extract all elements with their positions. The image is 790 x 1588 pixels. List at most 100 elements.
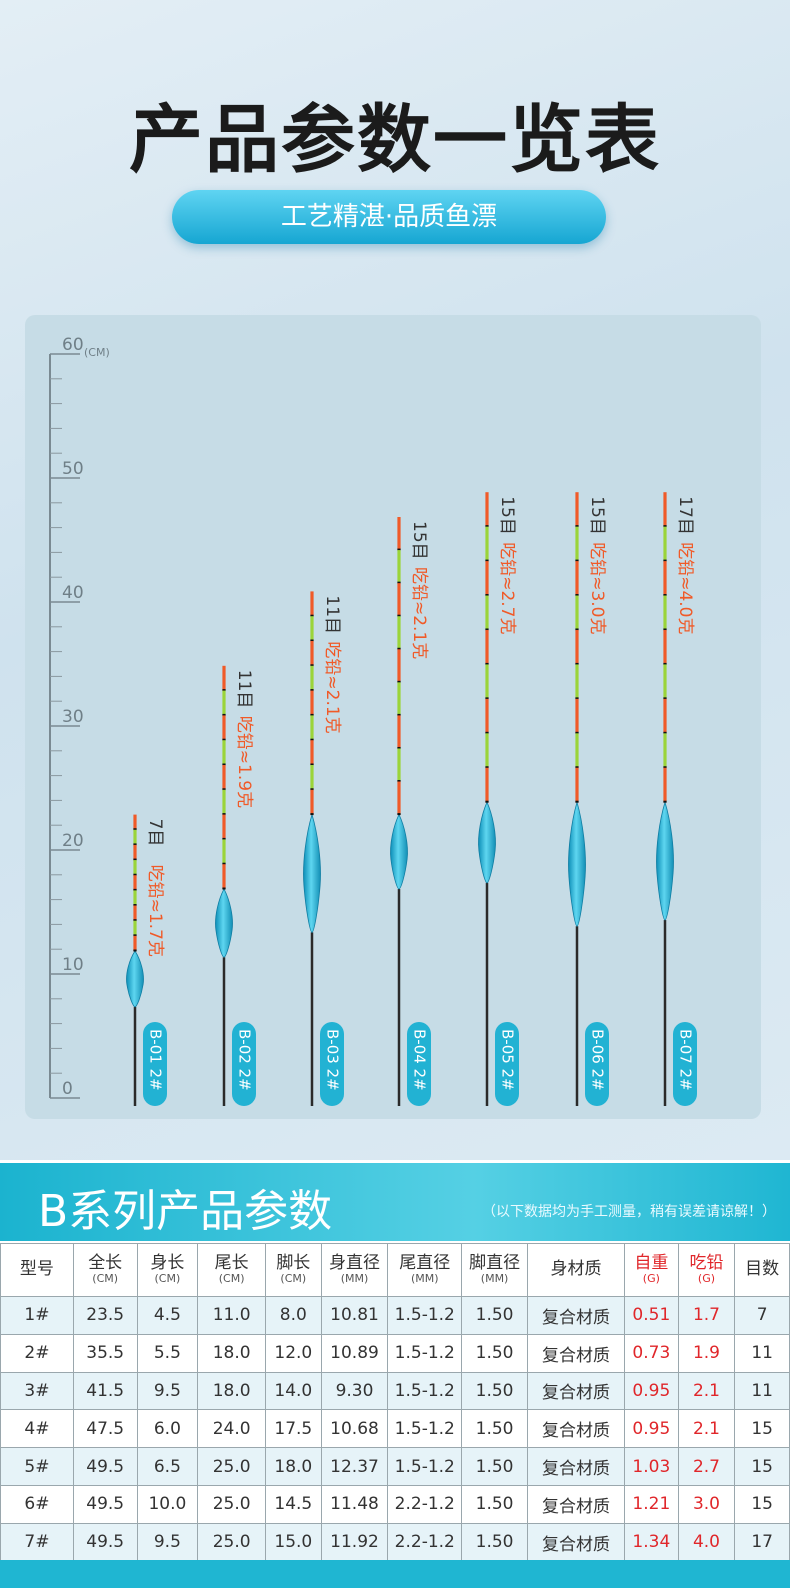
float-mesh: 15目	[497, 496, 517, 535]
float-body	[303, 813, 321, 933]
tail-band	[663, 594, 667, 597]
tail-segment	[663, 492, 667, 527]
tail-band	[397, 548, 401, 551]
table-cell: 9.5	[136, 1371, 199, 1411]
tail-segment	[310, 715, 314, 741]
column-header: 型号	[0, 1243, 74, 1297]
float-lead: 吃铅≈1.9克	[234, 716, 254, 808]
table-cell: 4.0	[677, 1522, 736, 1562]
table-cell: 12.37	[320, 1447, 389, 1486]
table-cell: 0.95	[624, 1409, 679, 1449]
table-cell: 2.2-1.2	[387, 1484, 463, 1524]
column-header: 尾直径 (MM)	[387, 1243, 463, 1297]
tail-segment	[663, 733, 667, 768]
table-cell: 8.0	[265, 1296, 322, 1335]
tail-band	[575, 697, 579, 700]
ruler-tick-label: 20	[62, 831, 84, 851]
table-cell: 35.5	[72, 1333, 138, 1373]
column-header: 脚长 (CM)	[265, 1243, 322, 1297]
table-cell: 10.89	[320, 1333, 389, 1373]
tail-band	[663, 559, 667, 562]
table-cell: 复合材质	[526, 1333, 626, 1373]
column-unit: (MM)	[411, 1272, 439, 1286]
tail-segment	[575, 561, 579, 596]
tail-segment	[222, 864, 226, 889]
table-cell: 4#	[0, 1409, 74, 1449]
float-lead: 吃铅≈4.0克	[675, 542, 695, 634]
tail-segment	[133, 844, 137, 861]
tail-segment	[485, 561, 489, 596]
table-cell: 15	[734, 1447, 790, 1486]
model-badge	[407, 1022, 431, 1106]
column-header: 全长 (CM)	[72, 1243, 138, 1297]
table-cell: 1.5-1.2	[387, 1371, 463, 1411]
float-mesh: 11目	[322, 595, 342, 634]
table-cell: 1.5-1.2	[387, 1409, 463, 1449]
tail-band	[575, 800, 579, 803]
tail-segment	[133, 860, 137, 876]
float-lead: 吃铅≈2.7克	[497, 542, 517, 634]
column-header: 身材质	[526, 1243, 626, 1297]
tail-band	[133, 904, 137, 907]
tail-band	[485, 559, 489, 562]
tail-segment	[663, 664, 667, 699]
table-row: 6# 49.5 10.0 25.0 14.5 11.48 2.2-1.2 1.50 复合材质 1.…	[0, 1484, 790, 1524]
table-row: 5# 49.5 6.5 25.0 18.0 12.37 1.5-1.2 1.50 复合材质 1.0…	[0, 1447, 790, 1486]
tail-segment	[485, 698, 489, 734]
page-title: 产品参数一览表	[129, 97, 661, 183]
table-cell: 12.0	[265, 1333, 322, 1373]
ruler-tick-label: 0	[62, 1079, 73, 1099]
tail-segment	[133, 814, 137, 830]
table-cell: 25.0	[197, 1522, 266, 1562]
tail-band	[310, 664, 314, 667]
column-unit: (G)	[642, 1272, 660, 1286]
column-name: 身材质	[550, 1259, 602, 1280]
model-label: B-05 2#	[499, 1029, 517, 1091]
tail-segment	[575, 733, 579, 768]
table-cell: 18.0	[197, 1333, 266, 1373]
tail-segment	[663, 629, 667, 665]
column-name: 身直径	[329, 1252, 380, 1273]
column-unit: (CM)	[218, 1272, 245, 1286]
tail-band	[310, 738, 314, 741]
model-label: B-02 2#	[236, 1029, 254, 1091]
table-cell: 25.0	[197, 1447, 266, 1486]
table-cell: 47.5	[72, 1409, 138, 1449]
table-cell: 3.0	[677, 1484, 736, 1524]
table-cell: 11.0	[197, 1296, 266, 1335]
table-cell: 复合材质	[526, 1371, 626, 1411]
spec-table: 型号 全长 (CM) 身长 (CM) 尾长 (CM) 脚长 (CM) 身直径 (MM) 尾直径 (MM)…	[0, 1243, 790, 1562]
table-cell: 6.5	[136, 1447, 199, 1486]
tail-segment	[310, 789, 314, 815]
tail-segment	[575, 595, 579, 630]
section-title: B系列产品参数	[38, 1186, 333, 1237]
table-cell: 15	[734, 1409, 790, 1449]
tail-band	[575, 662, 579, 665]
tail-band	[575, 628, 579, 631]
float-tail	[133, 814, 137, 952]
tail-segment	[663, 698, 667, 734]
table-cell: 0.51	[624, 1296, 679, 1335]
table-cell: 10.0	[136, 1484, 199, 1524]
tail-segment	[310, 616, 314, 641]
tail-band	[133, 919, 137, 922]
float-body	[568, 800, 586, 927]
tail-segment	[222, 715, 226, 741]
float-lead: 吃铅≈2.1克	[322, 641, 342, 733]
table-cell: 6.0	[136, 1409, 199, 1449]
table-cell: 5#	[0, 1447, 74, 1486]
table-cell: 10.68	[320, 1409, 389, 1449]
float-tail	[663, 492, 667, 803]
tail-segment	[133, 905, 137, 921]
column-header: 吃铅 (G)	[677, 1243, 736, 1297]
tail-segment	[397, 517, 401, 551]
model-badge	[232, 1022, 256, 1106]
subtitle-pill: 工艺精湛·品质鱼漂	[172, 190, 606, 244]
table-body: 1# 23.5 4.5 11.0 8.0 10.81 1.5-1.2 1.50 复合材质 0.51…	[0, 1296, 790, 1562]
tail-band	[222, 887, 226, 890]
tail-segment	[133, 935, 137, 951]
column-header: 身长 (CM)	[136, 1243, 199, 1297]
tail-band	[485, 731, 489, 734]
